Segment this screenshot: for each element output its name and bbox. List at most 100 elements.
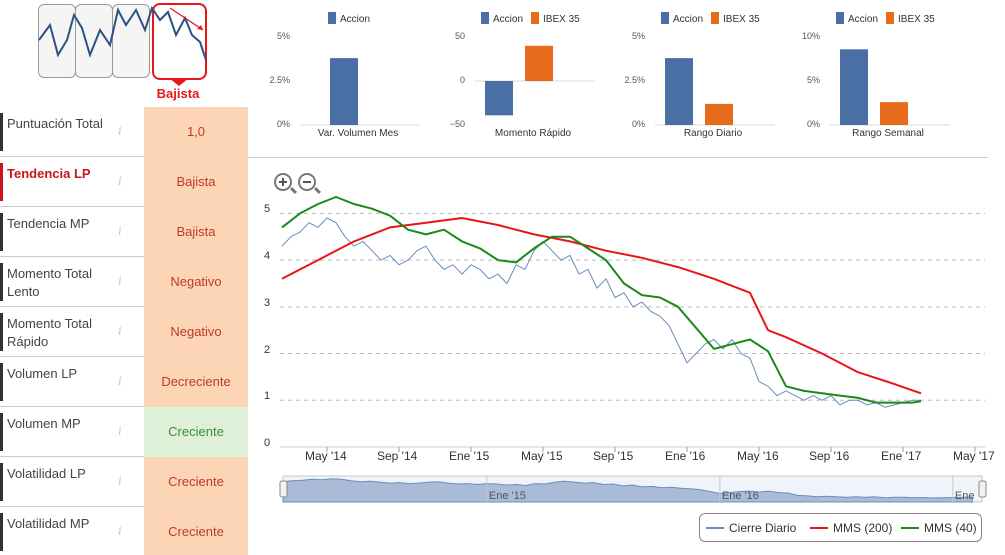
mini-legend: Accion IBEX 35 [481, 12, 588, 25]
mms-200-line [281, 217, 922, 395]
y-tick-label: 0 [263, 437, 271, 449]
mini-legend: Accion IBEX 35 [836, 12, 943, 25]
legend-cierre[interactable]: Cierre Diario [706, 521, 796, 535]
mini-bar-accion[interactable] [485, 81, 513, 116]
score-label: Tendencia MP [7, 216, 90, 231]
score-row: Puntuación Total i 1,0 [0, 107, 248, 157]
score-value: Bajista [144, 157, 248, 207]
mini-bar-ibex-35[interactable] [880, 102, 908, 125]
mini-legend-label: IBEX 35 [898, 14, 935, 25]
x-tick-label: May '16 [737, 449, 779, 463]
info-icon[interactable]: i [118, 224, 122, 238]
mini-legend-item[interactable]: IBEX 35 [886, 12, 935, 25]
score-row-marker [0, 413, 3, 451]
score-label: Volatilidad MP [7, 516, 90, 531]
score-label: Volumen LP [7, 366, 78, 381]
zoom-in-button[interactable] [274, 173, 298, 195]
trend-option-bajista[interactable] [152, 3, 207, 80]
score-value: Creciente [144, 507, 248, 555]
y-tick-label: 1 [263, 390, 271, 403]
mini-tick-label: 2.5% [269, 75, 290, 85]
score-row: Momento Total Rápido i Negativo [0, 307, 248, 357]
zoom-out-button[interactable] [298, 173, 322, 195]
info-icon[interactable]: i [118, 174, 122, 188]
mini-legend-item[interactable]: Accion [328, 12, 370, 25]
score-row-marker [0, 463, 3, 501]
navigator-area [282, 478, 973, 503]
score-row: Volatilidad MP i Creciente [0, 507, 248, 555]
score-table: Puntuación Total i 1,0 Tendencia LP i Bajista… [0, 107, 248, 555]
trend-selected-label: Bajista [156, 86, 200, 101]
score-value: Creciente [144, 457, 248, 507]
mini-legend-item[interactable]: IBEX 35 [531, 12, 580, 25]
mini-caption: Momento Rápido [494, 128, 572, 139]
x-tick-label: Sep '14 [377, 449, 418, 463]
score-value: Creciente [144, 407, 248, 457]
mini-legend-label: Accion [673, 14, 704, 25]
mini-legend-item[interactable]: Accion [661, 12, 704, 25]
score-row: Volumen MP i Creciente [0, 407, 248, 457]
mini-legend-item[interactable]: IBEX 35 [711, 12, 760, 25]
legend-cierre-swatch [706, 527, 724, 529]
x-tick-label: May '15 [521, 449, 563, 463]
mini-legend-label: Accion [493, 14, 524, 25]
info-icon[interactable]: i [118, 274, 122, 288]
x-tick-label: May '17 [953, 449, 995, 463]
info-icon[interactable]: i [118, 424, 122, 438]
mini-bar-accion[interactable] [840, 49, 868, 125]
mini-tick-label: 0% [631, 119, 645, 129]
y-tick-label: 3 [263, 296, 271, 309]
mini-legend-label: IBEX 35 [723, 14, 760, 25]
mini-legend-item[interactable]: Accion [481, 12, 524, 25]
mini-caption: Rango Diario [683, 128, 743, 139]
mini-plot [475, 45, 595, 116]
mini-plot [655, 58, 775, 126]
info-icon[interactable]: i [118, 524, 122, 538]
mini-tick-label: 50 [454, 31, 465, 41]
trend-pointer-icon [169, 78, 189, 86]
trend-option-2[interactable] [75, 4, 113, 78]
mini-tick-label: 5% [806, 75, 820, 85]
legend-mms40[interactable]: MMS (40) [901, 521, 977, 535]
score-value: Decreciente [144, 357, 248, 407]
x-tick-label: Ene '17 [881, 449, 922, 463]
chart-legend: Cierre Diario MMS (200) MMS (40) [699, 513, 982, 542]
mini-plot [830, 49, 950, 126]
mini-bar-accion[interactable] [330, 58, 358, 126]
info-icon[interactable]: i [118, 124, 122, 138]
navigator-track [282, 475, 983, 503]
info-icon[interactable]: i [118, 324, 122, 338]
score-label: Momento Total Rápido [7, 316, 93, 349]
mini-legend-item[interactable]: Accion [836, 12, 879, 25]
info-icon[interactable]: i [118, 374, 122, 388]
mini-legend-label: IBEX 35 [543, 14, 580, 25]
mini-tick-label: 5% [276, 31, 290, 41]
score-row: Momento Total Lento i Negativo [0, 257, 248, 307]
mini-legend-swatch [481, 12, 489, 24]
mini-legend-swatch [886, 12, 895, 24]
mini-legend: Accion IBEX 35 [661, 12, 768, 25]
trend-option-3[interactable] [112, 4, 150, 78]
info-icon[interactable]: i [118, 474, 122, 488]
mini-legend-swatch [531, 12, 540, 24]
score-label: Puntuación Total [7, 116, 103, 131]
score-row-marker [0, 113, 3, 151]
mini-chart-3: Accion IBEX 35 5% 2.5% 0% Rango Diario [624, 0, 805, 150]
score-row: Tendencia LP i Bajista [0, 157, 248, 207]
legend-mms200[interactable]: MMS (200) [810, 521, 892, 535]
navigator-handle-right[interactable] [978, 480, 987, 498]
score-value: 1,0 [144, 107, 248, 157]
mini-bar-accion[interactable] [665, 58, 693, 126]
navigator-handle-left[interactable] [279, 480, 288, 498]
mini-bar-ibex-35[interactable] [705, 103, 733, 125]
score-row-marker [0, 313, 3, 351]
mini-tick-label: 2.5% [624, 75, 645, 85]
trend-option-1[interactable] [38, 4, 76, 78]
score-label: Tendencia LP [7, 166, 91, 181]
y-tick-label: 2 [263, 343, 271, 356]
mini-tick-label: 0% [276, 119, 290, 129]
score-value: Negativo [144, 307, 248, 357]
mini-bar-ibex-35[interactable] [525, 45, 553, 81]
y-tick-label: 4 [263, 250, 271, 263]
mini-legend-label: Accion [848, 14, 879, 25]
